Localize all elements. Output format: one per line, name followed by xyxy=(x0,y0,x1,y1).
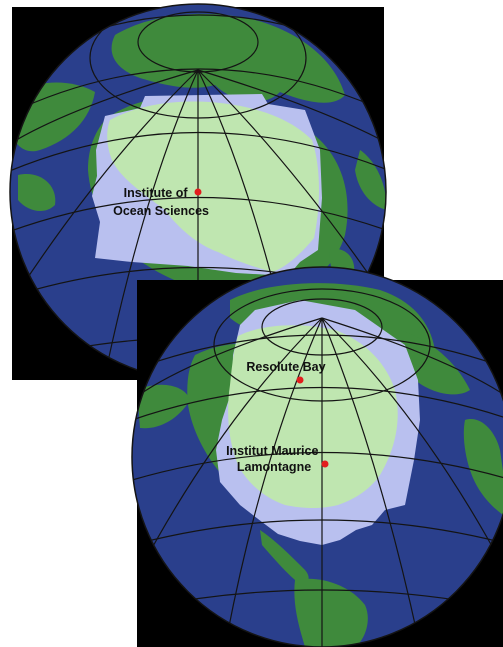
label-line: Institute of xyxy=(124,186,189,200)
globe-east: Resolute Bay Institut Maurice Lamontagne xyxy=(131,266,503,647)
site-marker-institut-maurice-lamontagne xyxy=(321,460,329,468)
label-line: Ocean Sciences xyxy=(113,204,209,218)
site-label-institute-of-ocean-sciences: Institute of Ocean Sciences xyxy=(113,186,209,218)
globe-outline-east xyxy=(131,266,503,647)
label-line: Institut Maurice xyxy=(226,444,318,458)
site-label-resolute-bay: Resolute Bay xyxy=(246,360,325,374)
site-label-institut-maurice-lamontagne: Institut Maurice Lamontagne xyxy=(226,444,322,474)
coverage-footprint-west xyxy=(92,94,322,276)
coverage-footprint-east xyxy=(216,300,420,545)
site-marker-institute-of-ocean-sciences xyxy=(194,188,202,196)
site-marker-resolute-bay xyxy=(296,376,304,384)
label-line: Lamontagne xyxy=(237,460,311,474)
label-line: Resolute Bay xyxy=(246,360,325,374)
